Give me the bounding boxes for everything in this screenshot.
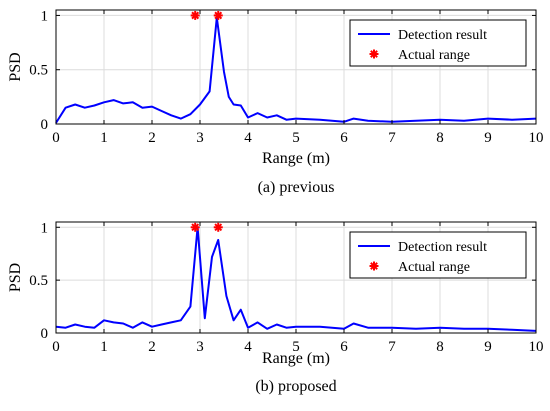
detection-result-line: [55, 226, 537, 332]
legend-label: Detection result: [398, 28, 487, 43]
x-tick-label: 2: [148, 339, 156, 355]
chart-panel-a: 0 1 2 3 4 5 6 7 8 9 10 0 0.5 1 Range (m) PSD (a) previou…: [7, 8, 544, 196]
x-tick-label: 0: [52, 130, 60, 146]
panel-caption: (b) proposed: [255, 378, 336, 395]
x-tick-label: 2: [148, 130, 156, 146]
asterisk-stroke: [191, 11, 200, 20]
x-axis-label: Range (m): [262, 150, 330, 167]
x-axis-label: Range (m): [262, 350, 330, 367]
x-tick-label: 8: [436, 339, 444, 355]
actual-range-marker: [190, 222, 200, 232]
asterisk-stroke: [214, 223, 223, 232]
asterisk-stroke: [370, 50, 378, 58]
legend: Detection result Actual range: [349, 231, 527, 279]
x-tick-label: 7: [388, 339, 396, 355]
actual-range-marker: [213, 222, 223, 232]
x-tick-label: 10: [529, 339, 544, 355]
x-tick-label: 4: [244, 339, 252, 355]
x-tick-label: 8: [436, 130, 444, 146]
x-tick-label: 5: [292, 130, 300, 146]
legend-label: Detection result: [398, 240, 487, 255]
x-tick-label: 1: [100, 130, 108, 146]
x-tick-label: 3: [196, 130, 204, 146]
x-tick-label: 3: [196, 339, 204, 355]
detection-result-line: [55, 16, 537, 124]
x-tick-label: 5: [292, 339, 300, 355]
legend-marker: [369, 49, 379, 59]
x-tick-label: 10: [529, 130, 544, 146]
asterisk-stroke: [214, 11, 223, 20]
chart-panel-b: 0 1 2 3 4 5 6 7 8 9 10 0 0.5 1 Range (m) PSD (b) propose…: [7, 220, 544, 395]
actual-range-marker: [213, 10, 223, 20]
y-axis-label: PSD: [7, 263, 24, 292]
panel-caption: (a) previous: [258, 179, 335, 196]
legend-box: [349, 19, 527, 67]
y-tick-label: 0: [41, 117, 49, 133]
y-tick-label: 0: [41, 326, 49, 342]
y-tick-label: 1: [41, 8, 49, 24]
legend-marker: [369, 261, 379, 271]
asterisk-stroke: [191, 223, 200, 232]
y-axis-label: PSD: [7, 52, 24, 81]
legend-label: Actual range: [398, 48, 470, 63]
x-tick-label: 1: [100, 339, 108, 355]
x-tick-label: 0: [52, 339, 60, 355]
x-tick-label: 6: [340, 339, 348, 355]
y-tick-label: 1: [41, 220, 49, 236]
legend-box: [349, 231, 527, 279]
x-tick-label: 6: [340, 130, 348, 146]
x-tick-label: 7: [388, 130, 396, 146]
legend-label: Actual range: [398, 260, 470, 275]
x-tick-label: 9: [484, 130, 492, 146]
x-tick-label: 4: [244, 130, 252, 146]
asterisk-stroke: [370, 262, 378, 270]
x-tick-label: 9: [484, 339, 492, 355]
y-tick-label: 0.5: [29, 63, 48, 79]
actual-range-marker: [190, 10, 200, 20]
legend: Detection result Actual range: [349, 19, 527, 67]
y-tick-label: 0.5: [29, 273, 48, 289]
